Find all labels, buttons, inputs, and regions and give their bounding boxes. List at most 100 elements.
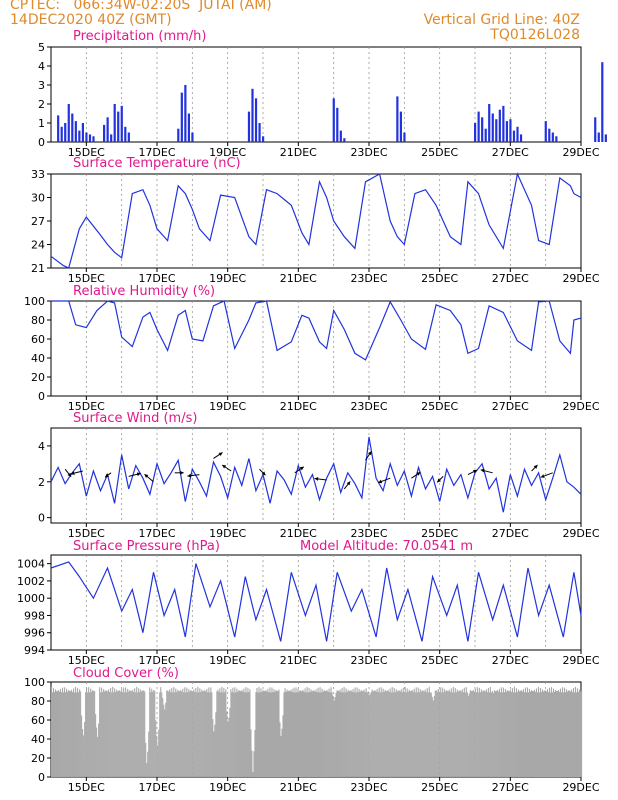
x-tick-label: 25DEC — [421, 781, 458, 794]
cloud-bar — [304, 688, 306, 777]
precip-bar — [258, 123, 261, 142]
cloud-bar — [193, 689, 195, 777]
cloud-bar — [303, 691, 305, 777]
precip-bar — [117, 111, 120, 142]
precip-bar — [488, 104, 491, 142]
cloud-bar — [102, 692, 104, 777]
cloud-bar — [206, 688, 208, 777]
cloud-bar — [307, 692, 309, 777]
cloud-bar — [520, 690, 522, 777]
x-tick-label: 19DEC — [209, 272, 246, 285]
cloud-bar — [393, 687, 395, 777]
cloud-bar — [251, 750, 253, 777]
cloud-bar — [130, 690, 132, 777]
cloud-bar — [164, 709, 166, 777]
cloud-bar — [53, 688, 55, 777]
cloud-bar — [410, 690, 412, 777]
cloud-bar — [575, 692, 578, 777]
cloud-bar — [55, 689, 57, 777]
panel-frame — [50, 427, 582, 524]
cloud-bar — [99, 687, 101, 777]
cloud-bar — [330, 687, 332, 777]
wind-arrowhead — [187, 473, 192, 478]
y-tick-label: 3 — [38, 79, 45, 92]
cloud-bar — [377, 692, 379, 777]
precip-bar — [604, 134, 607, 142]
precip-bar — [124, 126, 127, 142]
cloud-bar — [75, 686, 77, 777]
cloud-bar — [64, 687, 66, 777]
precip-bar — [516, 126, 519, 142]
cloud-bar — [139, 692, 141, 777]
cloud-bar — [434, 690, 436, 777]
cloud-bar — [464, 692, 466, 777]
x-tick-label: 17DEC — [138, 146, 175, 159]
cloud-bar — [133, 691, 135, 777]
cloud-bar — [177, 689, 179, 777]
cloud-bar — [518, 691, 520, 777]
cloud-bar — [420, 691, 422, 777]
cloud-bar — [299, 690, 301, 777]
cloud-bar — [185, 692, 187, 777]
cloud-bar — [398, 690, 400, 777]
cloud-bar — [401, 692, 403, 777]
cloud-bar — [248, 692, 250, 777]
cloud-bar — [236, 688, 238, 777]
cloud-bar — [540, 692, 543, 777]
wind-arrowhead — [136, 472, 141, 477]
cloud-bar — [556, 691, 559, 777]
cloud-bar — [174, 692, 176, 777]
cloud-bar — [215, 712, 217, 777]
cloud-bar — [372, 691, 374, 777]
y-tick-label: 40 — [31, 733, 45, 746]
cloud-bar — [264, 690, 266, 777]
cloud-bar — [374, 690, 376, 777]
cloud-bar — [343, 686, 345, 777]
cloud-bar — [419, 689, 421, 777]
cloud-bar — [449, 691, 451, 777]
cloud-bar — [433, 695, 435, 777]
y-tick-label: 20 — [31, 371, 45, 384]
panel-frame — [50, 554, 582, 651]
cloud-bar — [530, 690, 533, 777]
cloud-bar — [186, 687, 188, 777]
cloud-bar — [408, 689, 410, 777]
cloud-bar — [284, 688, 286, 777]
cloud-bar — [524, 687, 526, 777]
cloud-bar — [235, 692, 237, 777]
wind-arrowhead — [144, 474, 149, 478]
cloud-bar — [493, 690, 495, 777]
cloud-bar — [519, 690, 521, 777]
cloud-bar — [270, 692, 272, 777]
cloud-bar — [405, 692, 407, 777]
cloud-bar — [316, 692, 318, 777]
cloud-bar — [246, 692, 248, 777]
cloud-bar — [463, 687, 465, 777]
cloud-bar — [132, 689, 134, 777]
cloud-bar — [515, 688, 517, 777]
x-tick-label: 15DEC — [68, 781, 105, 794]
x-tick-label: 29DEC — [562, 654, 599, 667]
cloud-bar — [356, 687, 358, 777]
cloud-bar — [115, 691, 117, 777]
cloud-bar — [244, 692, 246, 777]
precip-bar — [339, 130, 342, 142]
wind-arrowhead — [299, 466, 304, 471]
cloud-bar — [114, 688, 116, 777]
cloud-bar — [173, 687, 175, 777]
cloud-bar — [62, 687, 64, 777]
cloud-bar — [387, 689, 389, 777]
cloud-bar — [516, 692, 518, 777]
cloud-bar — [87, 692, 89, 777]
cloud-bar — [112, 686, 114, 777]
cloud-bar — [323, 689, 325, 777]
cloud-bar — [455, 692, 457, 777]
cloud-bar — [342, 692, 344, 777]
cloud-bar — [287, 691, 289, 777]
cloud-bar — [513, 686, 515, 777]
cloud-bar — [488, 692, 490, 777]
cloud-bar — [289, 690, 291, 777]
cloud-bar — [572, 688, 575, 777]
cloud-bar — [547, 692, 550, 777]
cloud-bar — [238, 689, 240, 777]
